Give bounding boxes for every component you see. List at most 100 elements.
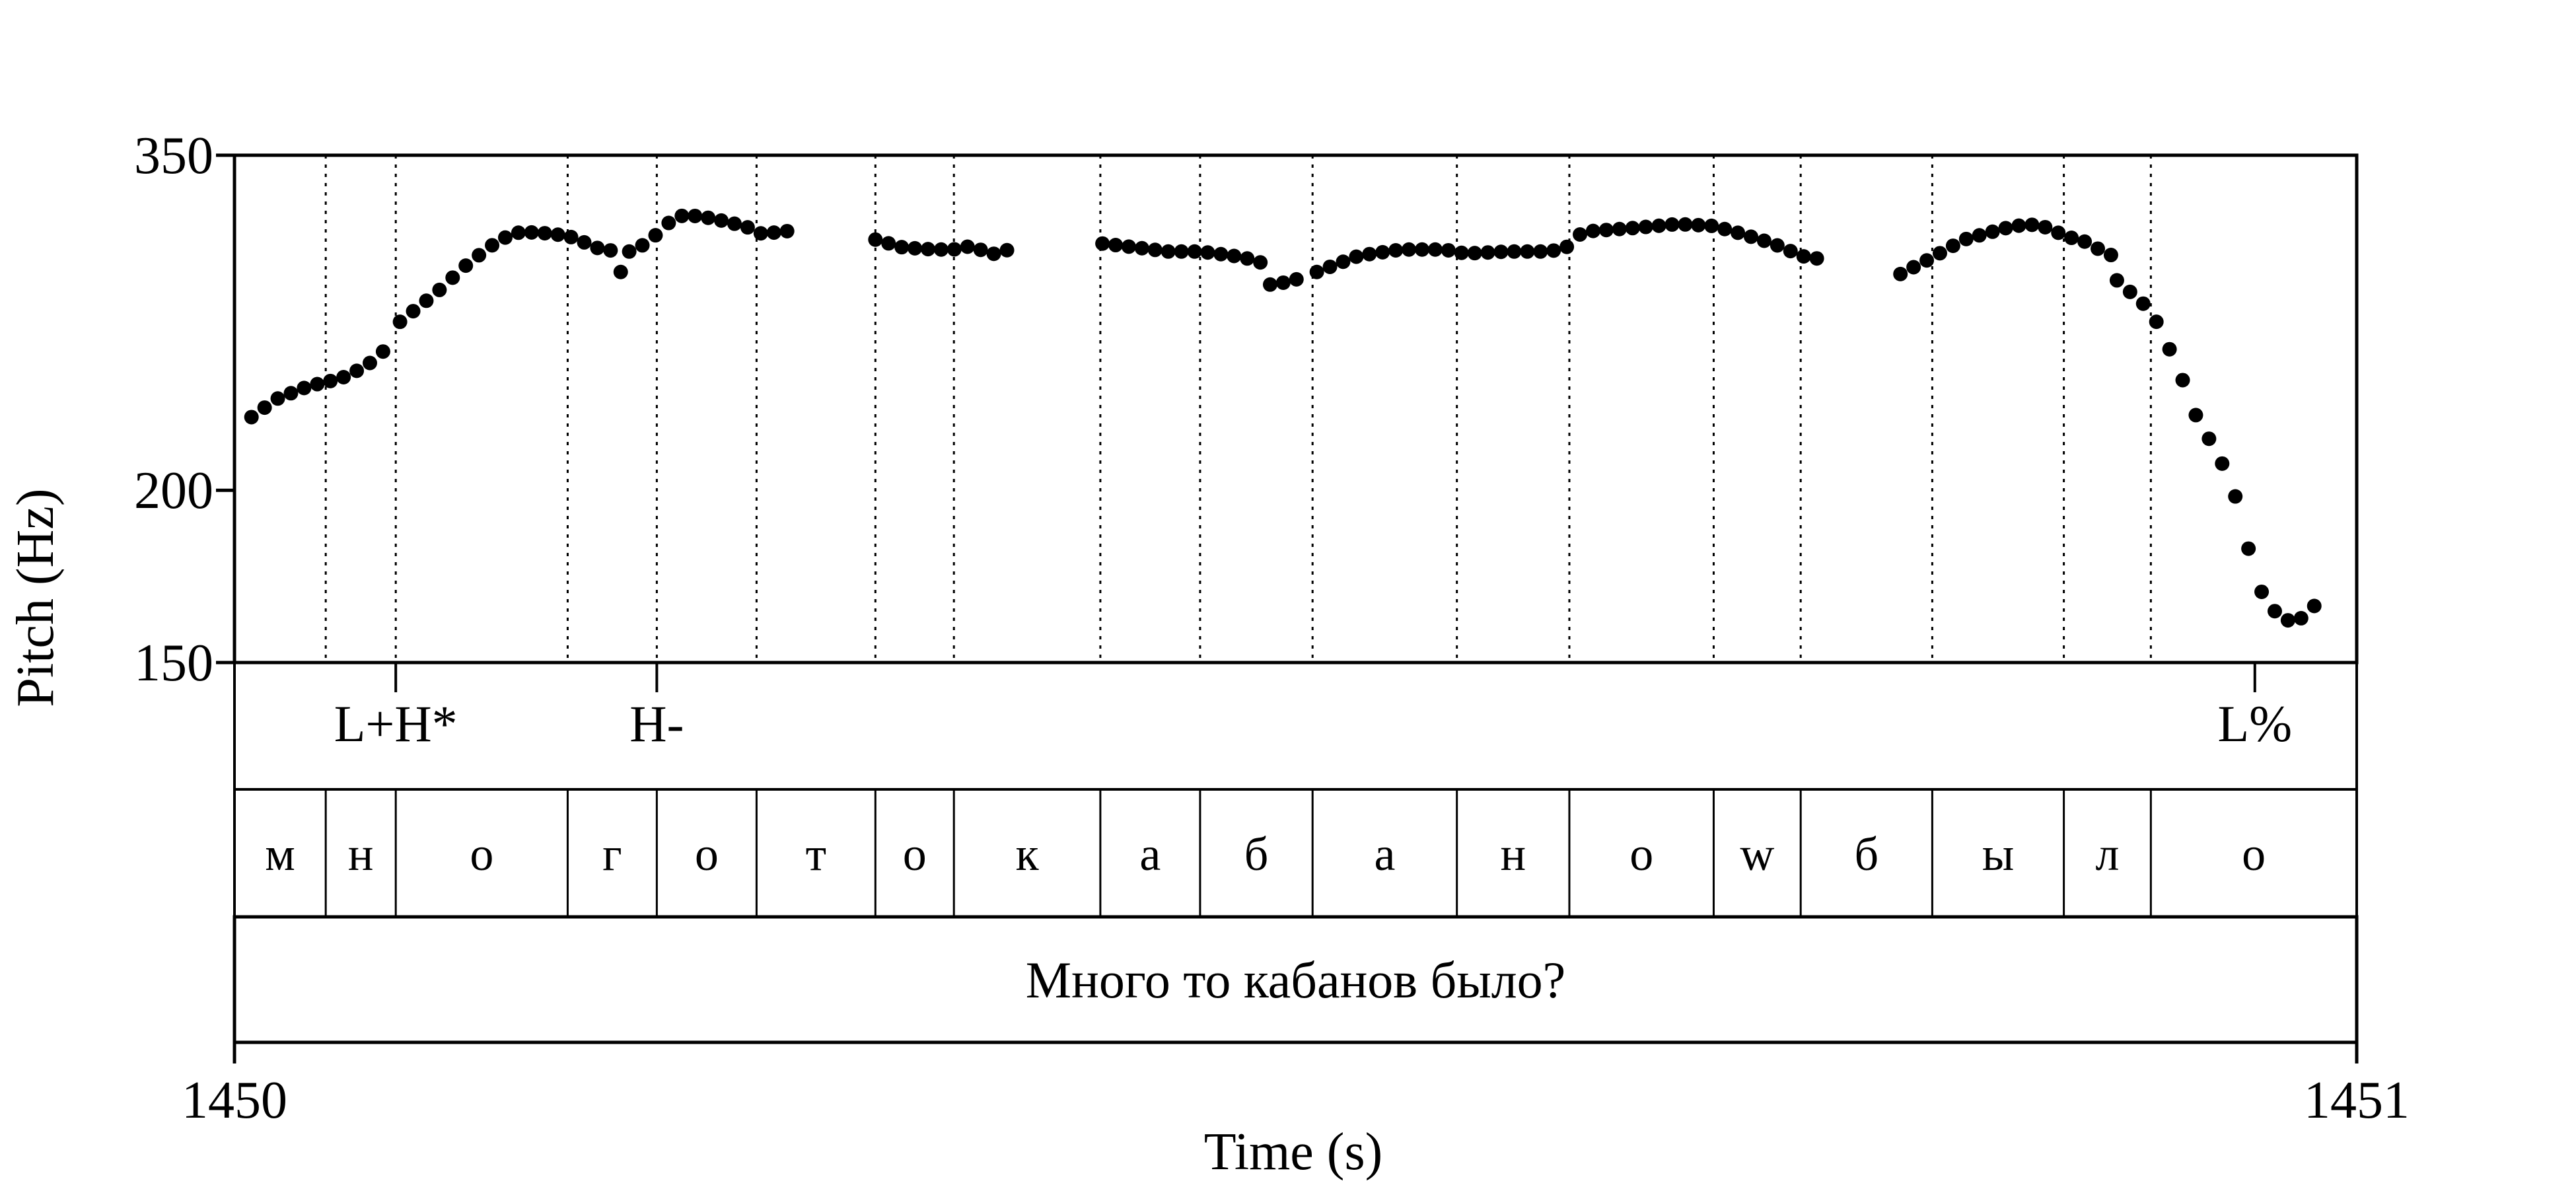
pitch-point <box>603 243 618 258</box>
segment-boundary-gridlines <box>324 155 2152 663</box>
pitch-points <box>244 208 2322 628</box>
pitch-point <box>1507 244 1522 259</box>
pitch-point <box>1893 266 1908 281</box>
pitch-point <box>1262 277 1277 292</box>
pitch-point <box>1187 244 1202 259</box>
pitch-point <box>1213 246 1229 262</box>
segment-label: а <box>1139 828 1161 881</box>
pitch-point <box>1958 231 1974 246</box>
pitch-point <box>1161 244 1176 259</box>
pitch-point <box>1227 248 1242 264</box>
pitch-point <box>511 225 526 240</box>
pitch-point <box>497 230 513 245</box>
pitch-point <box>2228 489 2243 504</box>
pitch-point <box>2122 284 2137 299</box>
pitch-point <box>740 220 755 235</box>
pitch-point <box>2091 241 2106 256</box>
pitch-point <box>1906 260 1921 275</box>
segment-label: б <box>1854 828 1878 881</box>
pitch-point <box>270 391 285 406</box>
pitch-point <box>1441 242 1456 258</box>
pitch-point <box>1134 240 1149 256</box>
pitch-point <box>1427 242 1443 257</box>
tone-label: L+H* <box>334 695 458 752</box>
axis-ticks: 150 200 350 1450 1451 <box>134 127 2410 1130</box>
pitch-point <box>1402 242 1417 257</box>
pitch-point <box>310 377 325 392</box>
sentence-label: Много то кабанов было? <box>1026 951 1566 1009</box>
x-tick-label: 1450 <box>182 1071 287 1130</box>
pitch-point <box>2135 296 2151 311</box>
pitch-point <box>881 236 896 251</box>
segment-label: н <box>348 828 374 881</box>
pitch-point <box>1664 217 1680 232</box>
pitch-point <box>2011 218 2026 233</box>
pitch-point <box>1174 244 1189 259</box>
pitch-point <box>2038 219 2053 234</box>
pitch-point <box>1972 228 1987 243</box>
segment-label: а <box>1374 828 1395 881</box>
pitch-point <box>908 240 923 256</box>
pitch-point <box>1200 245 1215 260</box>
pitch-point <box>432 282 447 297</box>
pitch-point <box>1625 221 1640 236</box>
pitch-point <box>244 410 259 425</box>
segment-label: г <box>602 828 622 881</box>
pitch-point <box>2175 373 2190 388</box>
pitch-point <box>1704 218 1719 233</box>
segment-label: к <box>1016 828 1040 881</box>
pitch-point <box>1998 221 2013 236</box>
pitch-point <box>1796 249 1811 264</box>
pitch-point <box>406 304 421 319</box>
pitch-point <box>622 244 637 259</box>
y-tick-label: 350 <box>134 127 213 185</box>
pitch-point <box>1546 243 1561 258</box>
pitch-point <box>2201 431 2217 447</box>
y-tick-label: 200 <box>134 462 213 520</box>
pitch-point <box>1651 218 1666 233</box>
pitch-point <box>1731 225 1746 240</box>
pitch-point <box>563 229 579 244</box>
pitch-point <box>1756 233 1771 248</box>
pitch-point <box>1349 249 1364 264</box>
pitch-point <box>2293 610 2308 626</box>
tier-frames <box>233 153 2359 1044</box>
pitch-point <box>1638 219 1653 234</box>
pitch-point <box>1598 223 1614 238</box>
pitch-point <box>779 223 795 238</box>
pitch-point <box>648 228 663 243</box>
x-tick-label: 1451 <box>2304 1071 2410 1130</box>
segment-label: м <box>265 828 295 881</box>
pitch-point <box>1945 238 1960 254</box>
pitch-point <box>590 240 605 256</box>
segment-label: о <box>695 828 719 881</box>
segment-label: т <box>806 828 826 881</box>
pitch-point <box>1362 246 1377 262</box>
pitch-point <box>1108 238 1124 253</box>
pitch-point <box>868 232 883 247</box>
pitch-point <box>1559 239 1575 254</box>
pitch-point <box>445 270 460 285</box>
pitch-point <box>766 225 781 240</box>
pitch-point <box>2162 342 2177 357</box>
pitch-point <box>419 293 434 308</box>
pitch-point <box>1467 246 1482 261</box>
pitch-point <box>1414 242 1429 257</box>
pitch-point <box>1919 253 1935 268</box>
pitch-point <box>1573 227 1588 242</box>
pitch-point <box>1309 264 1324 279</box>
segment-label: л <box>2096 828 2120 881</box>
pitch-point <box>714 213 729 228</box>
pitch-point <box>1454 245 1469 260</box>
pitch-point <box>1375 244 1390 260</box>
pitch-point <box>1322 259 1338 274</box>
pitch-point <box>1121 239 1136 254</box>
pitch-point <box>392 314 408 330</box>
pitch-point <box>1932 246 1947 261</box>
pitch-point <box>1520 244 1535 259</box>
segment-label: б <box>1244 828 1269 881</box>
pitch-point <box>2254 584 2270 599</box>
pitch-point <box>2149 314 2164 330</box>
pitch-point <box>349 363 365 378</box>
